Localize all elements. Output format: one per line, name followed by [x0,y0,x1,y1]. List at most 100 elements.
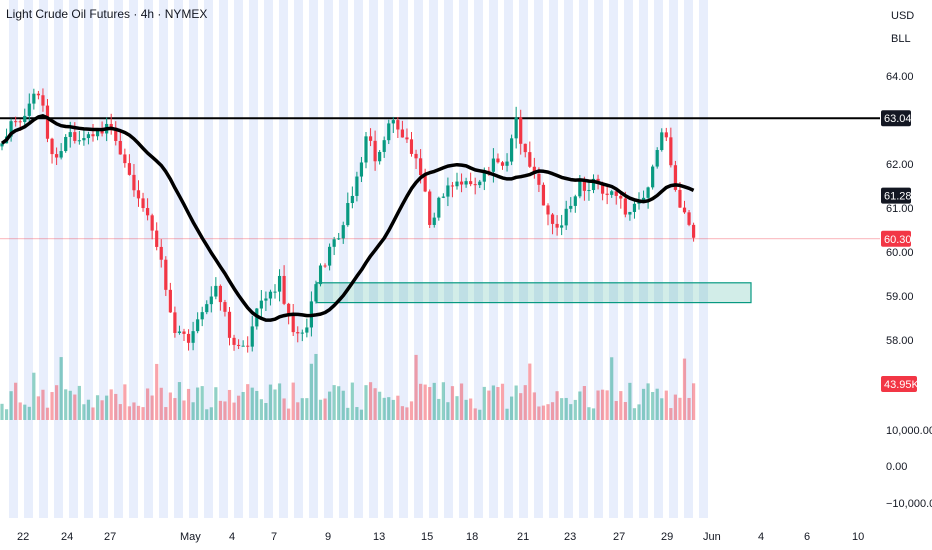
moving-average-line [0,114,695,322]
volume-bar [500,383,505,420]
candle-body [359,162,364,177]
volume-bar [446,402,450,420]
volume-bar [23,404,27,420]
candle-body [660,132,664,151]
price-axis[interactable] [880,0,932,550]
price-badge-label: 63.04 [884,113,912,125]
candle-body [546,205,550,215]
candle-body [146,208,150,216]
volume-bar [27,406,31,420]
volume-bar [4,409,9,420]
session-band [444,0,453,518]
session-band [549,0,558,518]
volume-bar [400,406,404,420]
unit-label[interactable]: BLL [891,33,911,45]
candle-body [296,332,300,334]
volume-bar [318,399,323,420]
volume-bar [655,388,659,420]
volume-bar [669,408,673,420]
candle-body [64,136,68,152]
volume-bar [637,404,641,420]
candle-body [127,163,131,175]
volume-bar [277,383,282,420]
volume-bar [123,384,127,420]
volume-bar [218,400,222,420]
currency-label[interactable]: USD [891,10,915,22]
candle-body [491,158,495,172]
volume-bar [378,391,382,420]
candle-body [601,183,605,194]
session-band [534,0,543,518]
volume-bar [359,409,364,420]
volume-bar [95,395,100,420]
candle-body [632,203,637,212]
price-badge [881,187,911,204]
volume-axis-ticks: 10,000.00 0.00 −10,000.00 [886,425,932,510]
candle-body [164,259,168,290]
volume-bar [496,387,500,420]
candle-body [682,207,687,213]
candle-body [368,136,373,141]
volume-badge [881,376,917,392]
time-tick-label: 27 [104,531,116,543]
candle-body [400,129,404,138]
volume-badge-label: 43.95K [884,379,920,391]
candle-body [73,132,77,141]
volume-bar [660,398,664,420]
volume-bar [478,409,482,420]
volume-bar [537,406,541,420]
volume-bar [528,363,532,420]
time-tick-label: 4 [229,531,235,543]
volume-bar [459,383,464,420]
candles [0,88,696,353]
candle-body [218,285,222,303]
volume-bar [405,407,409,420]
session-band [564,0,573,518]
volume-bars [0,353,696,420]
volume-bar [641,388,646,420]
candle-body [423,175,427,192]
candle-body [373,140,377,162]
candle-body [250,326,254,347]
volume-bar [82,404,86,420]
volume-bar [532,392,536,420]
time-tick-label: 21 [517,531,529,543]
candle-body [655,150,659,167]
volume-bar [323,398,327,420]
time-axis[interactable] [0,518,880,550]
price-badge [881,110,911,127]
volume-bar [55,385,59,420]
price-tick-label: 58.00 [886,335,914,347]
candle-body [27,103,31,116]
candle-body [528,152,532,167]
time-tick-label: 23 [564,531,576,543]
candle-body [482,170,486,182]
volume-bar [464,399,468,420]
candle-body [687,212,691,225]
volume-bar [300,398,304,420]
volume-bar [264,402,268,420]
volume-bar [227,389,232,420]
candle-body [692,224,696,238]
volume-tick-label: 0.00 [886,461,907,473]
volume-bar [487,390,491,420]
session-band [219,0,228,518]
volume-bar [314,353,318,420]
volume-bar [419,383,423,420]
session-band [144,0,153,518]
session-band [159,0,168,518]
candle-body [323,265,327,267]
volume-bar [68,390,72,420]
session-band [279,0,288,518]
time-tick-label: Jun [703,531,721,543]
time-tick-label: 27 [613,531,625,543]
candle-body [337,238,341,240]
volume-bar [355,407,359,420]
price-tick-label: 59.00 [886,291,914,303]
candle-body [277,275,282,292]
volume-bar [350,382,354,420]
session-band [204,0,213,518]
volume-bar [77,385,81,420]
volume-bar [455,396,459,420]
